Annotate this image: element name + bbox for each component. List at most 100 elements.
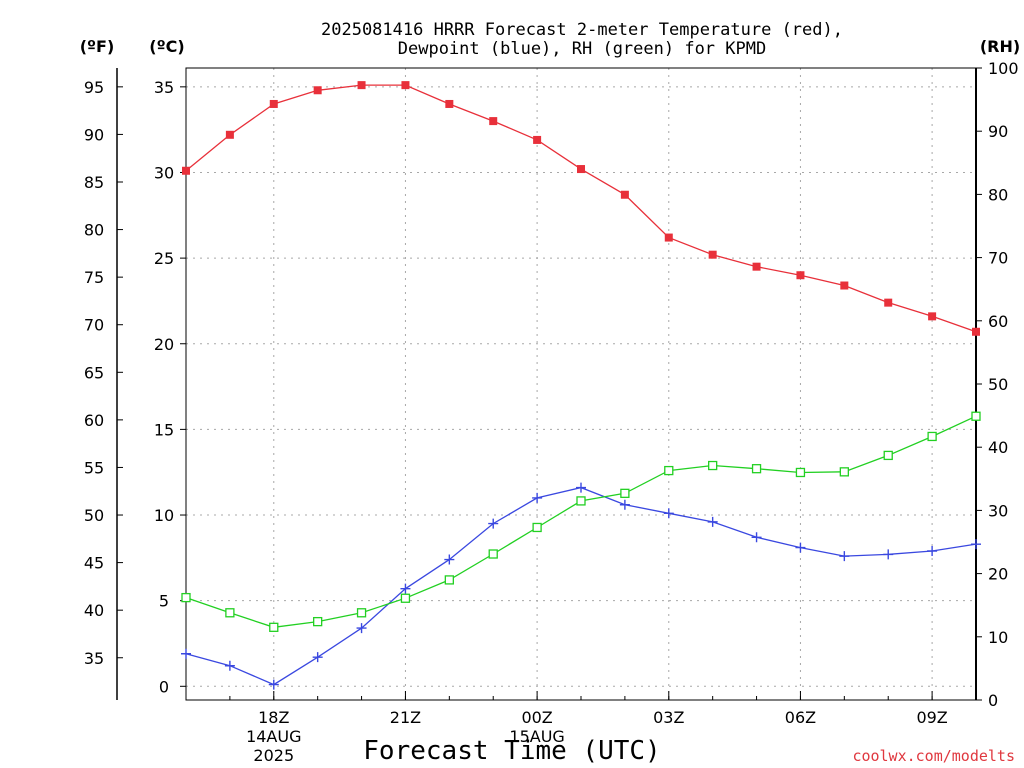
rh-tick-label: 70 (988, 249, 1008, 268)
fahrenheit-tick-label: 70 (84, 316, 104, 335)
rh-point (883, 450, 893, 461)
celsius-tick-label: 5 (159, 592, 169, 611)
dewpoint-point (707, 516, 718, 527)
x-tick-label: 06Z (785, 708, 816, 727)
dewpoint-point (663, 508, 674, 519)
temperature-point (884, 298, 893, 307)
series-rh (181, 411, 981, 632)
dewpoint-point (444, 554, 455, 565)
fahrenheit-tick-label: 50 (84, 506, 104, 525)
x-tick-date: 14AUG (246, 727, 301, 746)
rh-point (444, 575, 454, 585)
rh-point (751, 464, 762, 474)
dewpoint-point (883, 549, 894, 560)
rh-point (795, 467, 806, 478)
fahrenheit-unit-label: (ºF) (80, 37, 115, 56)
chart-title-line2: Dewpoint (blue), RH (green) for KPMD (398, 39, 766, 59)
celsius-tick-label: 15 (154, 420, 174, 439)
celsius-unit-label: (ºC) (149, 37, 184, 56)
temperature-point (313, 86, 322, 95)
temperature-point (401, 81, 410, 90)
dewpoint-point (751, 532, 762, 543)
dewpoint-point (181, 648, 191, 659)
dewpoint-point (971, 539, 981, 550)
rh-tick-label: 30 (988, 501, 1008, 520)
fahrenheit-tick-label: 90 (84, 125, 104, 144)
celsius-tick-label: 20 (154, 335, 174, 354)
fahrenheit-tick-label: 65 (84, 363, 104, 382)
x-axis-label: Forecast Time (UTC) (363, 736, 660, 766)
dewpoint-point (927, 545, 938, 556)
fahrenheit-tick-label: 80 (84, 221, 104, 240)
temperature-point (533, 135, 542, 144)
rh-point (664, 465, 674, 476)
dewpoint-point (532, 492, 543, 503)
rh-point (313, 616, 323, 627)
temperature-point (577, 165, 585, 174)
rh-point (356, 608, 367, 618)
fahrenheit-tick-label: 55 (84, 458, 104, 477)
x-tick-label: 03Z (653, 708, 684, 727)
rh-point (839, 467, 849, 477)
temperature-point (357, 81, 366, 90)
temperature-point (928, 312, 937, 321)
fahrenheit-tick-label: 35 (84, 649, 104, 668)
temperature-point (445, 99, 454, 108)
rh-point (269, 622, 279, 632)
axes (116, 67, 982, 701)
rh-tick-label: 80 (988, 185, 1008, 204)
x-tick-year: 2025 (253, 746, 294, 765)
plot-frame (185, 67, 977, 701)
fahrenheit-tick-label: 85 (84, 173, 104, 192)
rh-point (620, 488, 630, 498)
rh-unit-label: (RH) (980, 37, 1020, 56)
rh-tick-label: 100 (988, 59, 1019, 78)
rh-tick-label: 50 (988, 375, 1008, 394)
temperature-point (664, 233, 673, 242)
rh-point (576, 496, 586, 506)
celsius-tick-label: 30 (154, 163, 174, 182)
rh-point (488, 549, 498, 559)
dewpoint-point (356, 623, 367, 634)
chart-title-line1: 2025081416 HRRR Forecast 2-meter Tempera… (321, 20, 843, 40)
dewpoint-point (839, 551, 850, 562)
rh-point (225, 608, 235, 618)
celsius-tick-label: 25 (154, 249, 174, 268)
series-line-rh (185, 415, 977, 628)
rh-point (400, 593, 411, 603)
fahrenheit-tick-label: 45 (84, 554, 104, 573)
rh-point (927, 431, 937, 442)
temperature-point (182, 166, 190, 175)
series-layer (181, 81, 981, 690)
tick-labels: 0510152025303535404550556065707580859095… (84, 59, 1019, 765)
fahrenheit-tick-label: 75 (84, 268, 104, 287)
temperature-point (840, 281, 849, 290)
temperature-point (489, 117, 498, 126)
temperature-point (225, 130, 234, 139)
rh-tick-label: 90 (988, 122, 1008, 141)
x-tick-label: 09Z (916, 708, 947, 727)
series-line-dewpoint (185, 486, 977, 686)
temperature-point (620, 190, 629, 199)
dewpoint-point (268, 679, 279, 690)
dewpoint-point (400, 583, 411, 594)
dewpoint-point (795, 542, 806, 553)
fahrenheit-tick-label: 95 (84, 78, 104, 97)
x-tick-label: 18Z (258, 708, 289, 727)
rh-tick-label: 60 (988, 312, 1008, 331)
rh-point (532, 522, 542, 533)
rh-point (971, 411, 981, 421)
rh-tick-label: 10 (988, 628, 1008, 647)
dewpoint-point (576, 482, 586, 493)
celsius-tick-label: 35 (154, 78, 174, 97)
dewpoint-point (488, 518, 499, 529)
dewpoint-point (619, 499, 630, 510)
rh-tick-label: 20 (988, 565, 1008, 584)
celsius-tick-label: 10 (154, 506, 174, 525)
series-dewpoint (181, 482, 981, 690)
series-temperature (182, 81, 980, 336)
rh-tick-label: 0 (988, 691, 998, 710)
celsius-tick-label: 0 (159, 677, 169, 696)
dewpoint-point (224, 660, 235, 671)
